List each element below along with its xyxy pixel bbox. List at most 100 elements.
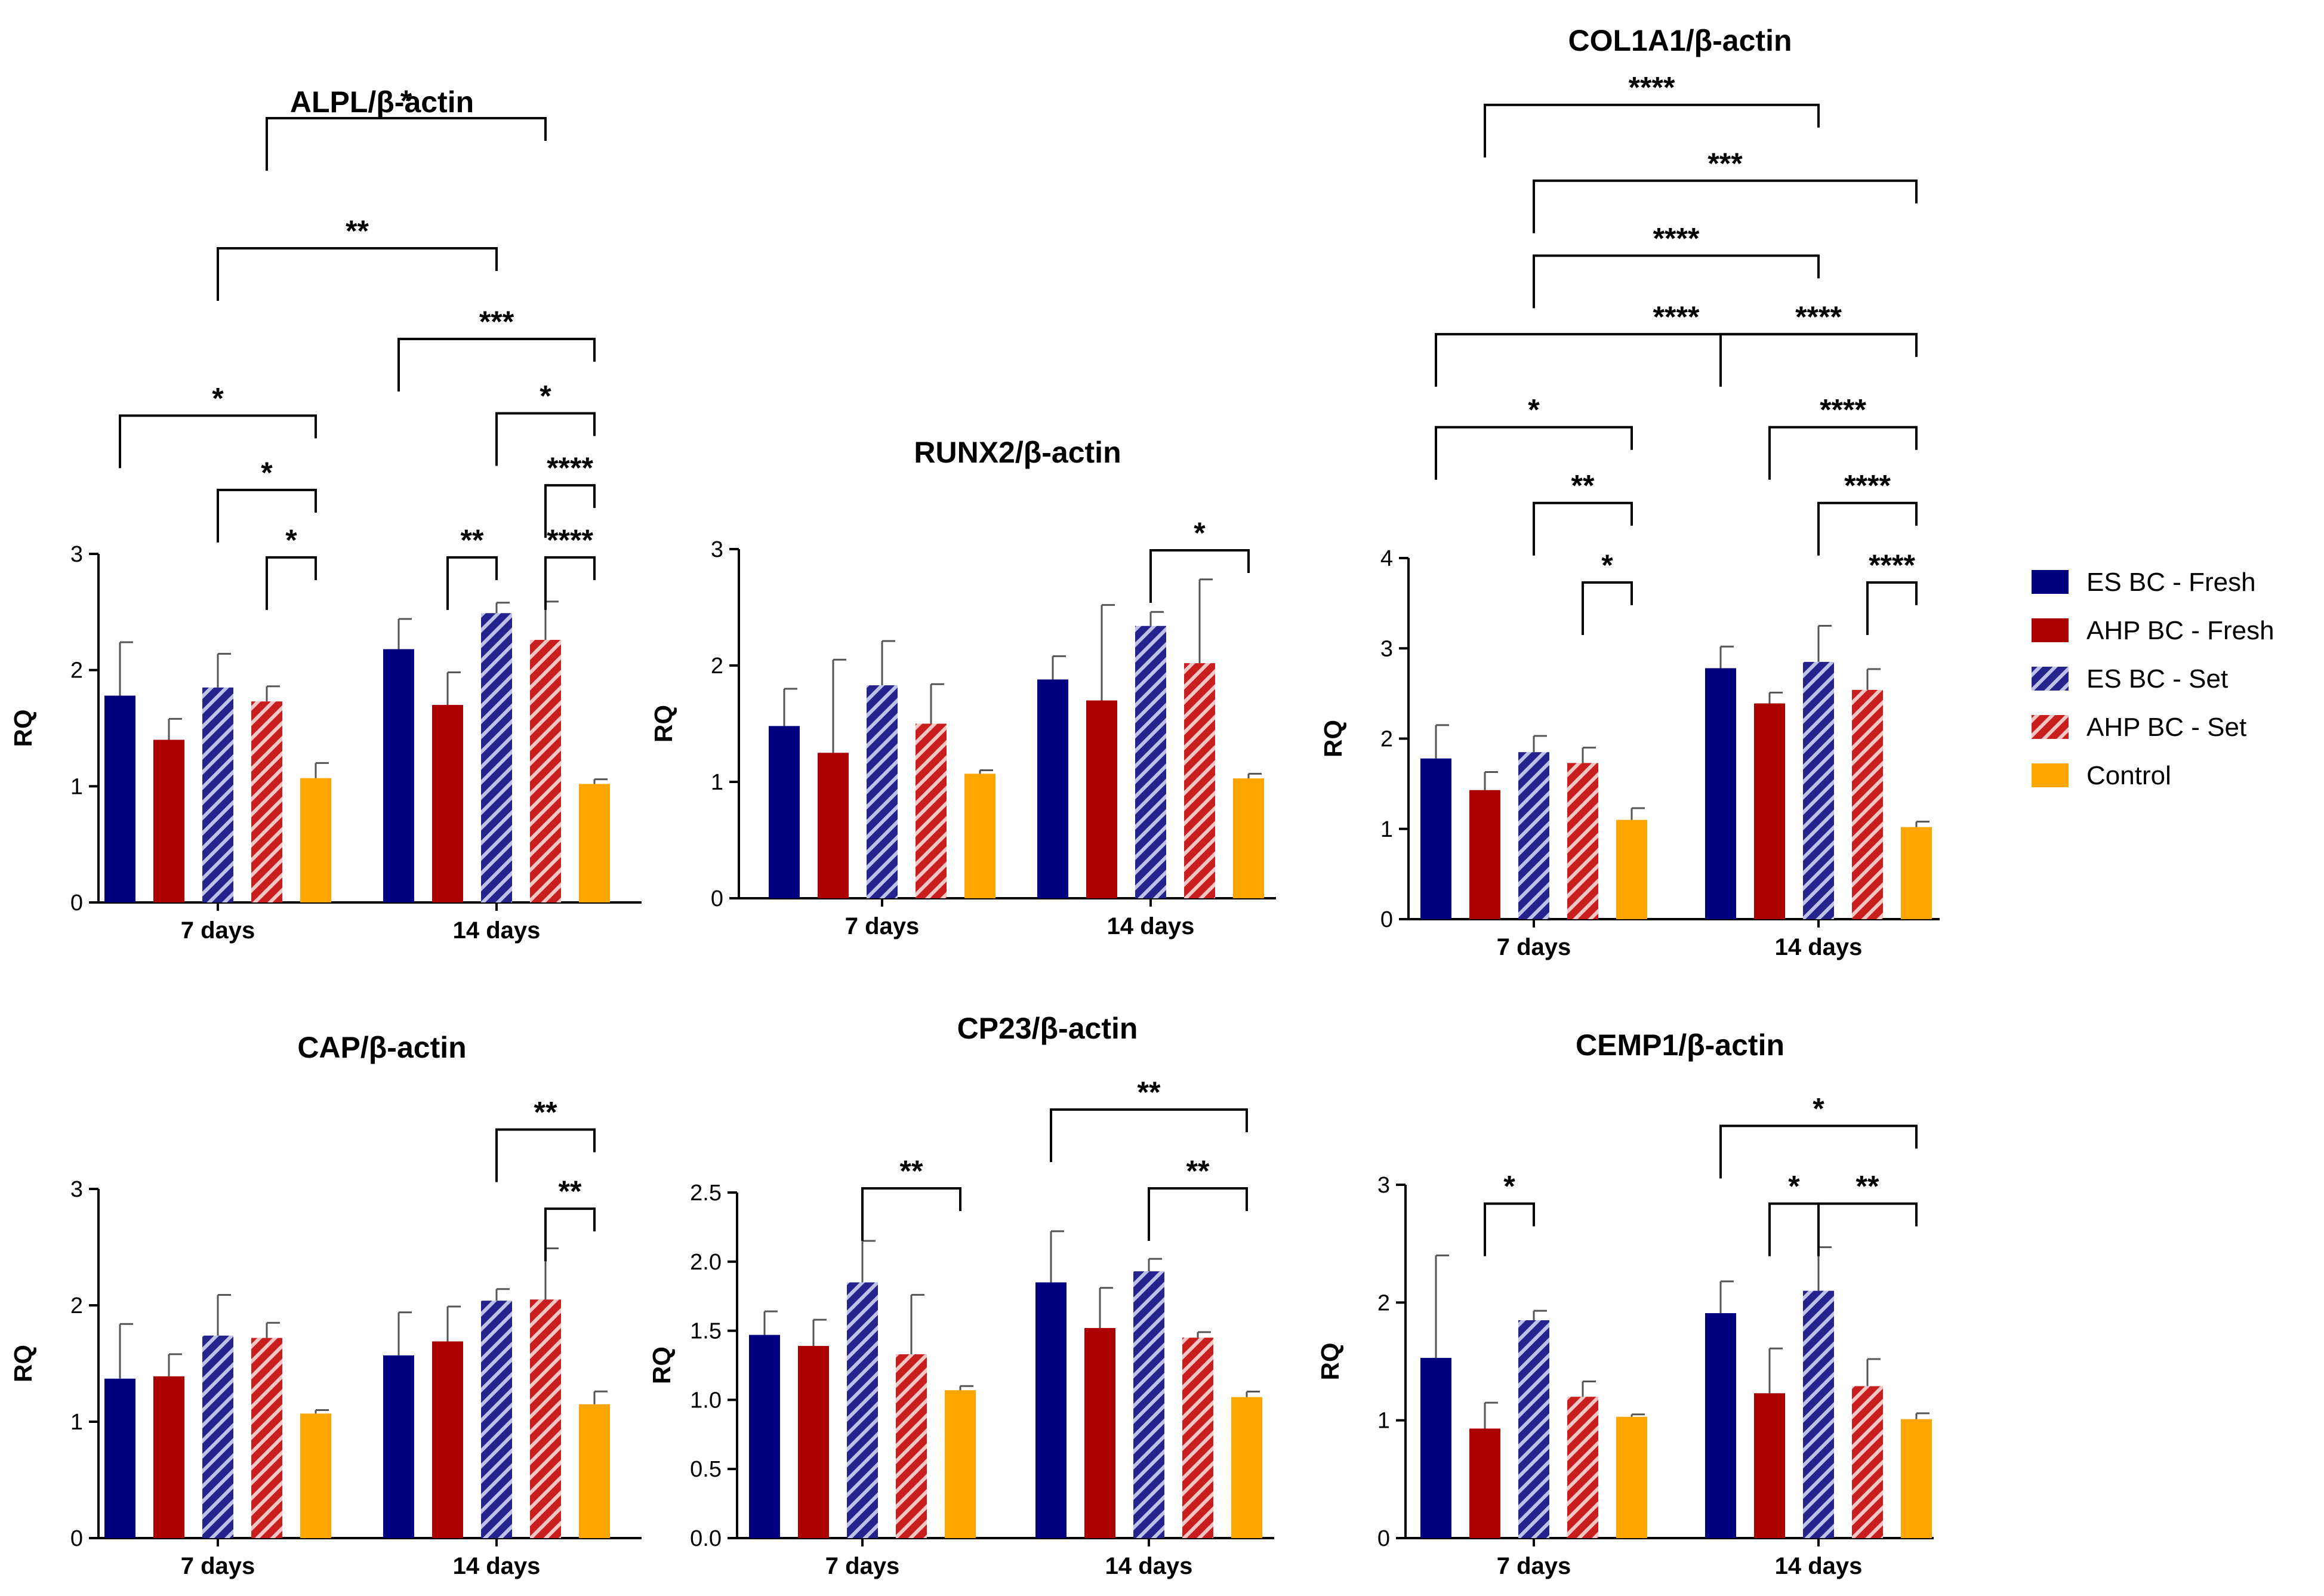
bar bbox=[530, 1299, 561, 1538]
y-tick-label: 1 bbox=[70, 1410, 83, 1435]
bar bbox=[1616, 819, 1647, 919]
legend-item: ES BC - Fresh bbox=[2032, 568, 2256, 597]
bar bbox=[432, 1341, 463, 1538]
significance-bracket bbox=[1149, 549, 1250, 603]
bar bbox=[945, 1390, 976, 1538]
significance-bracket bbox=[1817, 1202, 1918, 1256]
significance-bracket bbox=[495, 1128, 596, 1182]
legend-label: AHP BC - Fresh bbox=[2086, 616, 2274, 645]
bar bbox=[1803, 1290, 1834, 1538]
bar bbox=[383, 649, 414, 902]
bar bbox=[579, 784, 610, 902]
bar bbox=[383, 1355, 414, 1538]
chart-title: ALPL/β-actin bbox=[290, 85, 474, 119]
x-category-label: 14 days bbox=[1775, 934, 1863, 960]
significance-label: *** bbox=[1707, 147, 1743, 180]
significance-label: **** bbox=[1869, 549, 1915, 582]
significance-bracket bbox=[1435, 332, 1918, 387]
bar bbox=[1901, 1419, 1932, 1538]
bar bbox=[964, 774, 995, 898]
y-tick-label: 0 bbox=[1377, 1526, 1390, 1551]
significance-label: ** bbox=[559, 1175, 582, 1208]
bar bbox=[104, 695, 135, 902]
chart-title: CAP/β-actin bbox=[297, 1031, 466, 1064]
y-axis-label: RQ bbox=[1319, 720, 1347, 757]
y-axis-label: RQ bbox=[9, 710, 37, 747]
bar bbox=[1233, 778, 1264, 898]
significance-label: **** bbox=[1795, 300, 1842, 334]
significance-label: * bbox=[1503, 1170, 1515, 1203]
significance-label: ** bbox=[534, 1096, 557, 1129]
bar bbox=[530, 640, 561, 902]
y-tick-label: 2.0 bbox=[690, 1250, 722, 1275]
bar bbox=[896, 1354, 927, 1538]
significance-bracket bbox=[266, 117, 547, 171]
bar bbox=[1135, 626, 1166, 898]
significance-label: * bbox=[540, 379, 551, 412]
significance-bracket bbox=[1435, 426, 1633, 480]
x-category-label: 14 days bbox=[1107, 913, 1195, 939]
bar bbox=[202, 687, 233, 902]
legend-item: AHP BC - Fresh bbox=[2032, 616, 2274, 645]
bar bbox=[818, 753, 849, 898]
significance-bracket bbox=[1148, 1187, 1248, 1241]
significance-label: * bbox=[1601, 549, 1613, 582]
y-tick-label: 1 bbox=[70, 774, 83, 799]
significance-bracket bbox=[1484, 1202, 1535, 1256]
significance-label: ** bbox=[461, 523, 484, 557]
significance-label: **** bbox=[1653, 221, 1700, 255]
chart-cap: CAP/β-actin RQ 0 1 2 3 7 days 14 days ** ** bbox=[9, 1031, 642, 1579]
bar bbox=[1469, 1428, 1500, 1538]
bar bbox=[432, 705, 463, 902]
legend-item: AHP BC - Set bbox=[2032, 713, 2246, 742]
significance-bracket bbox=[544, 556, 596, 610]
y-tick-label: 0 bbox=[70, 891, 83, 916]
significance-bracket bbox=[1768, 426, 1918, 480]
significance-bracket bbox=[1484, 103, 1820, 158]
significance-label: * bbox=[261, 456, 273, 489]
bar bbox=[1182, 1338, 1213, 1538]
significance-label: **** bbox=[1653, 300, 1700, 334]
significance-label: ** bbox=[1186, 1154, 1210, 1188]
y-tick-label: 3 bbox=[1377, 1173, 1390, 1198]
significance-bracket bbox=[1533, 254, 1820, 309]
bar bbox=[1518, 752, 1549, 919]
bar bbox=[867, 685, 898, 898]
bar bbox=[1420, 758, 1451, 919]
y-tick-label: 0.0 bbox=[690, 1526, 722, 1551]
significance-label: * bbox=[1813, 1092, 1824, 1125]
significance-label: **** bbox=[1820, 393, 1866, 427]
bar bbox=[1469, 790, 1500, 919]
bar bbox=[104, 1378, 135, 1538]
bar bbox=[202, 1335, 233, 1538]
legend-label: AHP BC - Set bbox=[2086, 713, 2246, 742]
bar bbox=[1705, 668, 1736, 919]
y-tick-label: 2 bbox=[70, 1293, 83, 1318]
bar bbox=[1518, 1320, 1549, 1538]
significance-bracket bbox=[217, 488, 317, 543]
x-category-label: 7 days bbox=[181, 1553, 255, 1579]
significance-label: * bbox=[1788, 1170, 1800, 1203]
x-category-label: 7 days bbox=[825, 1553, 900, 1579]
bar bbox=[1084, 1327, 1115, 1538]
significance-label: * bbox=[285, 523, 297, 557]
chart-title: CP23/β-actin bbox=[957, 1012, 1138, 1045]
bar bbox=[1901, 827, 1932, 919]
significance-label: ** bbox=[1856, 1170, 1879, 1203]
y-tick-label: 0.5 bbox=[690, 1457, 722, 1482]
bar bbox=[1754, 1393, 1785, 1538]
chart-title: CEMP1/β-actin bbox=[1576, 1028, 1784, 1062]
y-tick-label: 3 bbox=[711, 537, 723, 562]
x-category-label: 14 days bbox=[453, 917, 541, 944]
y-tick-label: 1 bbox=[1380, 817, 1393, 842]
x-category-label: 7 days bbox=[181, 917, 255, 944]
bar bbox=[1035, 1282, 1067, 1538]
significance-label: **** bbox=[1629, 71, 1675, 104]
bar bbox=[1567, 763, 1598, 919]
significance-label: **** bbox=[547, 451, 593, 485]
bar bbox=[1420, 1358, 1451, 1538]
bar bbox=[916, 723, 947, 898]
bar bbox=[481, 613, 512, 902]
